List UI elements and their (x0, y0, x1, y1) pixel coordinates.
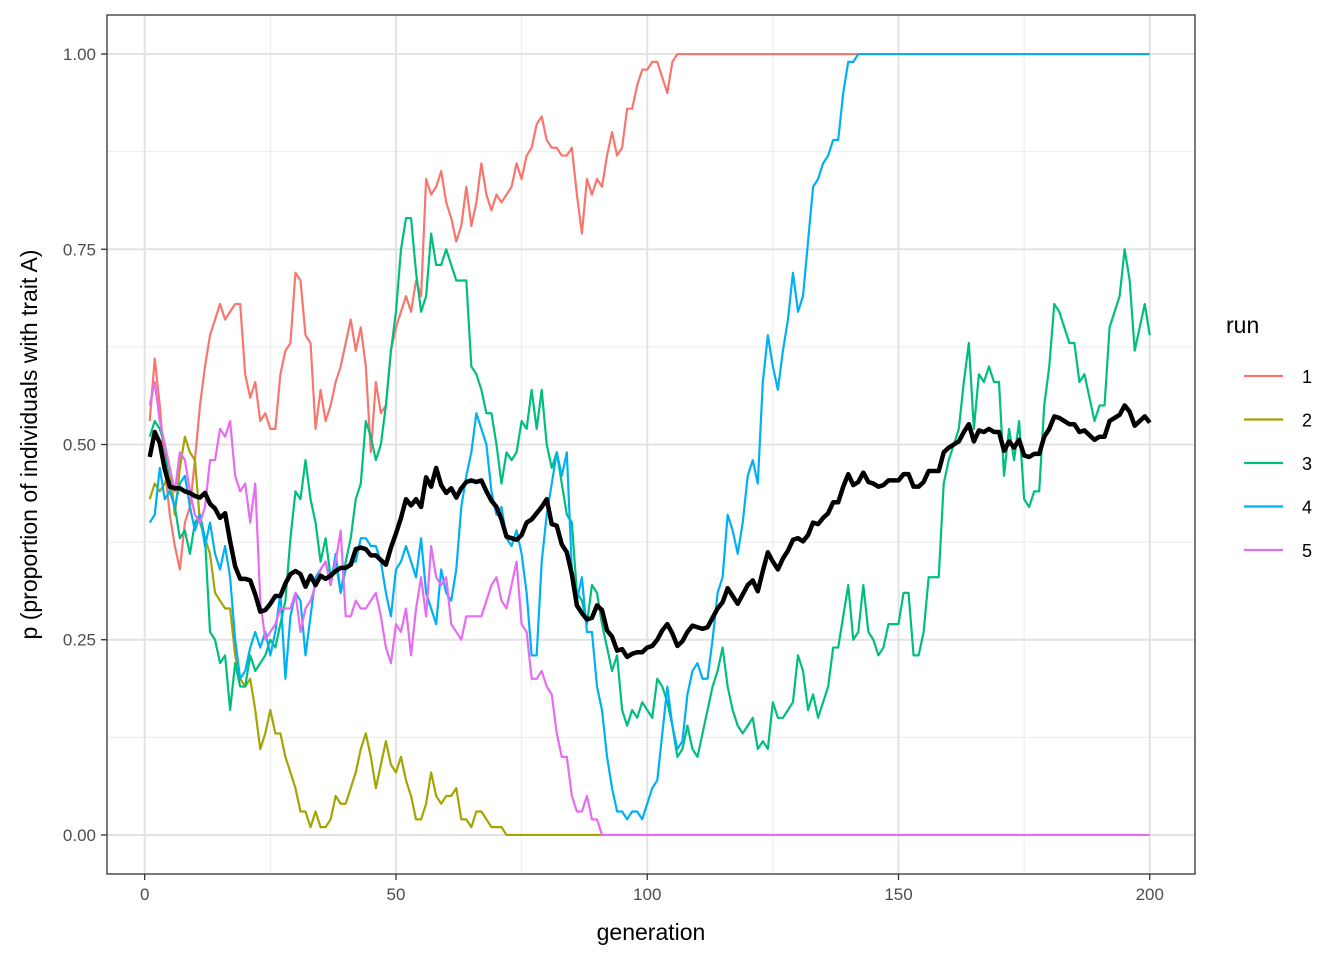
y-tick-label: 0.50 (63, 436, 96, 455)
series-line-5 (148, 380, 1150, 837)
y-tick-label: 0.75 (63, 240, 96, 259)
x-tick-label: 200 (1136, 885, 1164, 904)
x-axis-title: generation (597, 919, 706, 945)
y-tick-label: 0.25 (63, 631, 96, 650)
x-tick-label: 0 (140, 885, 149, 904)
y-axis-title: p (proportion of individuals with trait … (16, 250, 42, 640)
legend-items: 1 2 3 4 5 (1244, 367, 1312, 561)
legend: run 1 2 3 4 5 (1226, 312, 1312, 561)
mean-line-group (147, 403, 1152, 660)
legend-title: run (1226, 312, 1259, 338)
series-lines (148, 52, 1151, 837)
series-line-4 (148, 52, 1150, 821)
legend-label-2: 2 (1302, 411, 1312, 431)
legend-label-1: 1 (1302, 367, 1312, 387)
series-line-2 (148, 435, 602, 837)
y-tick-label: 0.00 (63, 826, 96, 845)
y-tick-label: 1.00 (63, 45, 96, 64)
y-axis: 0.00 0.25 0.50 0.75 1.00 (63, 45, 107, 845)
x-tick-label: 100 (633, 885, 661, 904)
x-tick-label: 50 (386, 885, 405, 904)
x-axis: 0 50 100 150 200 (140, 874, 1164, 904)
mean-line (147, 403, 1152, 660)
x-tick-label: 150 (884, 885, 912, 904)
series-line-1 (148, 52, 859, 571)
legend-label-3: 3 (1302, 454, 1312, 474)
series-line-3 (148, 216, 1151, 758)
legend-label-5: 5 (1302, 541, 1312, 561)
legend-label-4: 4 (1302, 498, 1312, 518)
